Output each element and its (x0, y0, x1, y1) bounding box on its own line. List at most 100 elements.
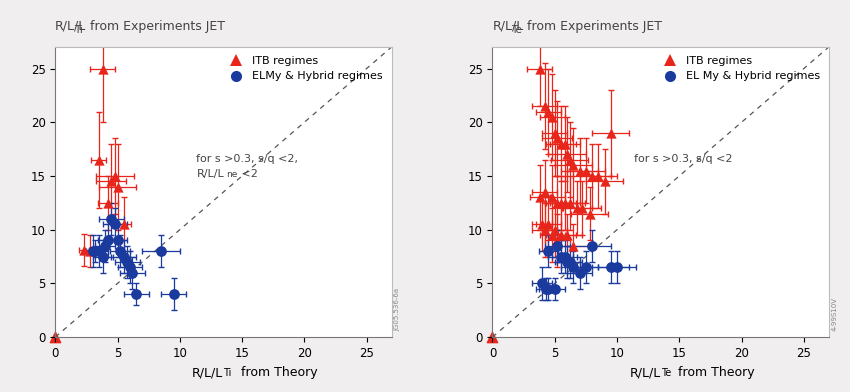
Point (117, 253, 131, 260)
Point (548, 130, 562, 136)
Point (579, 264, 592, 270)
Point (592, 173, 605, 179)
Point (108, 173, 122, 179)
Point (558, 141, 571, 147)
Point (541, 221, 555, 227)
Point (541, 248, 555, 254)
Text: for s >0.3, s/q <2,: for s >0.3, s/q <2, (196, 154, 298, 164)
Point (105, 178, 118, 185)
Point (579, 167, 592, 174)
Point (604, 130, 618, 136)
Point (101, 237, 115, 243)
Point (88, 248, 102, 254)
Point (92, 157, 105, 163)
Point (573, 167, 586, 174)
Point (586, 243, 599, 249)
Point (558, 253, 571, 260)
Point (583, 211, 597, 217)
Text: <2: <2 (238, 169, 258, 179)
Point (83, 248, 97, 254)
Point (110, 237, 124, 243)
Point (567, 264, 581, 270)
Point (113, 248, 127, 254)
Text: R/L/L: R/L/L (55, 20, 87, 33)
Point (105, 216, 118, 222)
Point (551, 243, 564, 249)
Point (554, 253, 568, 260)
Point (575, 205, 589, 211)
Point (541, 108, 555, 114)
Text: ne: ne (226, 171, 237, 179)
Point (551, 135, 564, 142)
Text: R/L/L: R/L/L (192, 366, 224, 379)
Legend: ITB regimes, EL My & Hybrid regimes: ITB regimes, EL My & Hybrid regimes (654, 51, 824, 86)
Point (560, 151, 574, 158)
Point (554, 232, 568, 238)
Point (96, 65, 110, 72)
Point (560, 259, 574, 265)
Point (554, 141, 568, 147)
Point (121, 259, 134, 265)
Point (541, 286, 555, 292)
Text: from Theory: from Theory (237, 366, 318, 379)
Text: from Experiments JET: from Experiments JET (519, 20, 662, 33)
Point (536, 280, 549, 287)
Text: from Experiments JET: from Experiments JET (82, 20, 225, 33)
Point (563, 200, 576, 206)
Point (536, 221, 549, 227)
Point (551, 237, 564, 243)
Point (570, 205, 584, 211)
Point (108, 221, 122, 227)
Point (99, 243, 112, 249)
Point (598, 178, 611, 185)
Text: R/L/L: R/L/L (629, 366, 660, 379)
Point (167, 291, 180, 297)
Point (563, 259, 576, 265)
Point (546, 114, 559, 120)
Point (604, 264, 618, 270)
Point (548, 227, 562, 233)
Point (129, 291, 143, 297)
Point (123, 264, 137, 270)
Point (48, 334, 62, 340)
Point (546, 194, 559, 201)
Point (77, 247, 91, 253)
Point (546, 232, 559, 238)
Text: Ti: Ti (224, 368, 232, 377)
Point (86, 248, 99, 254)
Point (567, 162, 581, 168)
Point (533, 194, 547, 201)
Point (110, 183, 124, 190)
Point (563, 157, 576, 163)
Point (92, 248, 105, 254)
Point (586, 173, 599, 179)
Text: from Theory: from Theory (674, 366, 755, 379)
Text: R/L/L: R/L/L (196, 169, 224, 179)
Point (485, 334, 499, 340)
Point (155, 248, 168, 254)
Point (539, 286, 552, 292)
Point (551, 200, 564, 206)
Point (573, 270, 586, 276)
Point (538, 227, 552, 233)
Point (548, 286, 562, 292)
Point (96, 253, 110, 260)
Point (554, 200, 568, 206)
Point (117, 221, 131, 227)
Text: Te: Te (511, 25, 522, 35)
Text: JG05.536-6a: JG05.536-6a (395, 288, 401, 331)
Point (101, 200, 115, 206)
Text: R/L/L: R/L/L (492, 20, 524, 33)
Legend: ITB regimes, ELMy & Hybrid regimes: ITB regimes, ELMy & Hybrid regimes (221, 51, 387, 86)
Text: for s >0.3, s/q <2: for s >0.3, s/q <2 (634, 154, 732, 164)
Text: 4-99S10V: 4-99S10V (832, 297, 838, 331)
Point (533, 65, 547, 72)
Text: Te: Te (660, 368, 671, 377)
Point (560, 232, 574, 238)
Point (558, 200, 571, 206)
Point (126, 270, 139, 276)
Point (538, 189, 552, 195)
Point (610, 264, 624, 270)
Point (538, 103, 552, 109)
Point (567, 243, 581, 249)
